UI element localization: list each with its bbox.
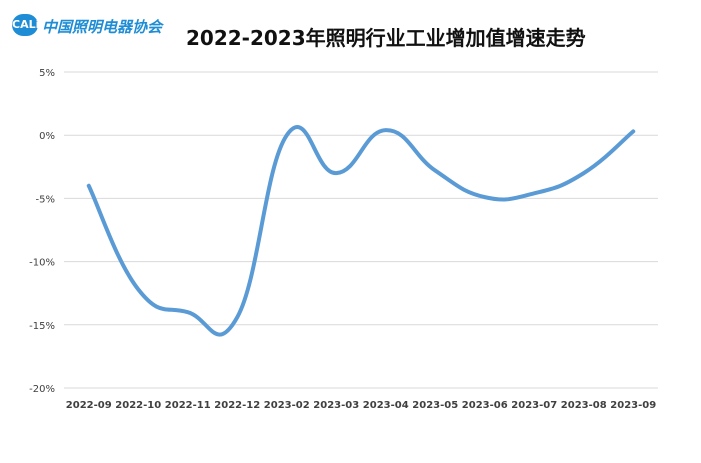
x-tick-label: 2022-11 xyxy=(165,400,211,411)
chart-title: 2022-2023年照明行业工业增加值增速走势 xyxy=(186,26,586,50)
data-point xyxy=(532,191,536,195)
y-tick-label: -5% xyxy=(36,194,55,205)
data-point xyxy=(186,310,190,314)
x-tick-label: 2022-12 xyxy=(214,400,260,411)
x-tick-label: 2023-06 xyxy=(462,400,508,411)
data-point xyxy=(235,315,239,319)
x-tick-label: 2023-04 xyxy=(363,400,409,411)
y-tick-label: -10% xyxy=(29,258,55,269)
series-line xyxy=(86,125,636,337)
x-tick-label: 2023-08 xyxy=(561,400,607,411)
association-logo: CALi 中国照明电器协会 xyxy=(12,10,172,40)
data-point xyxy=(631,129,635,133)
x-tick-label: 2023-05 xyxy=(412,400,458,411)
data-point xyxy=(285,133,289,137)
data-point xyxy=(384,128,388,132)
y-tick-label: -15% xyxy=(29,321,55,332)
data-point xyxy=(87,184,91,188)
x-tick-label: 2022-09 xyxy=(66,400,112,411)
y-tick-label: 5% xyxy=(39,68,55,79)
x-tick-label: 2023-07 xyxy=(511,400,557,411)
data-point xyxy=(334,171,338,175)
data-point xyxy=(136,287,140,291)
x-tick-label: 2023-02 xyxy=(264,400,310,411)
logo-text: 中国照明电器协会 xyxy=(42,18,163,36)
data-point xyxy=(483,195,487,199)
data-point xyxy=(433,169,437,173)
y-tick-label: -20% xyxy=(29,384,55,395)
x-tick-label: 2022-10 xyxy=(115,400,161,411)
x-tick-label: 2023-03 xyxy=(313,400,359,411)
y-tick-label: 0% xyxy=(39,131,55,142)
logo-badge-icon: CALi xyxy=(12,14,39,36)
data-point xyxy=(582,171,586,175)
x-tick-label: 2023-09 xyxy=(610,400,656,411)
